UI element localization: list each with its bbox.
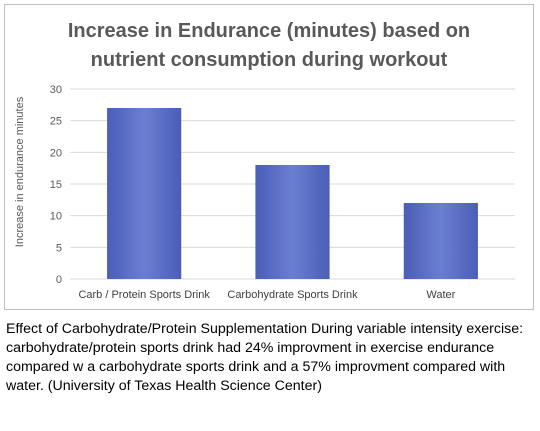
bar-chart: Increase in Endurance (minutes) based on… (14, 20, 515, 301)
y-tick-label: 15 (50, 179, 62, 191)
bar (107, 108, 182, 279)
y-tick-label: 30 (50, 84, 62, 96)
x-tick-label: Carbohydrate Sports Drink (227, 289, 358, 301)
chart-title-line-1: Increase in Endurance (minutes) based on (68, 20, 470, 42)
y-tick-label: 20 (50, 147, 62, 159)
y-tick-label: 10 (50, 211, 62, 223)
x-tick-label: Carb / Protein Sports Drink (78, 289, 210, 301)
y-tick-label: 5 (56, 242, 62, 254)
y-tick-label: 25 (50, 116, 62, 128)
chart-title-line-2: nutrient consumption during workout (91, 49, 448, 71)
figure-caption: Effect of Carbohydrate/Protein Supplemen… (6, 321, 524, 394)
x-tick-label: Water (426, 289, 455, 301)
chart-frame: Increase in Endurance (minutes) based on… (4, 4, 534, 310)
bar (403, 203, 478, 279)
y-tick-label: 0 (56, 274, 62, 286)
bar (255, 165, 330, 279)
y-axis-label: Increase in endurance minutes (14, 96, 26, 247)
